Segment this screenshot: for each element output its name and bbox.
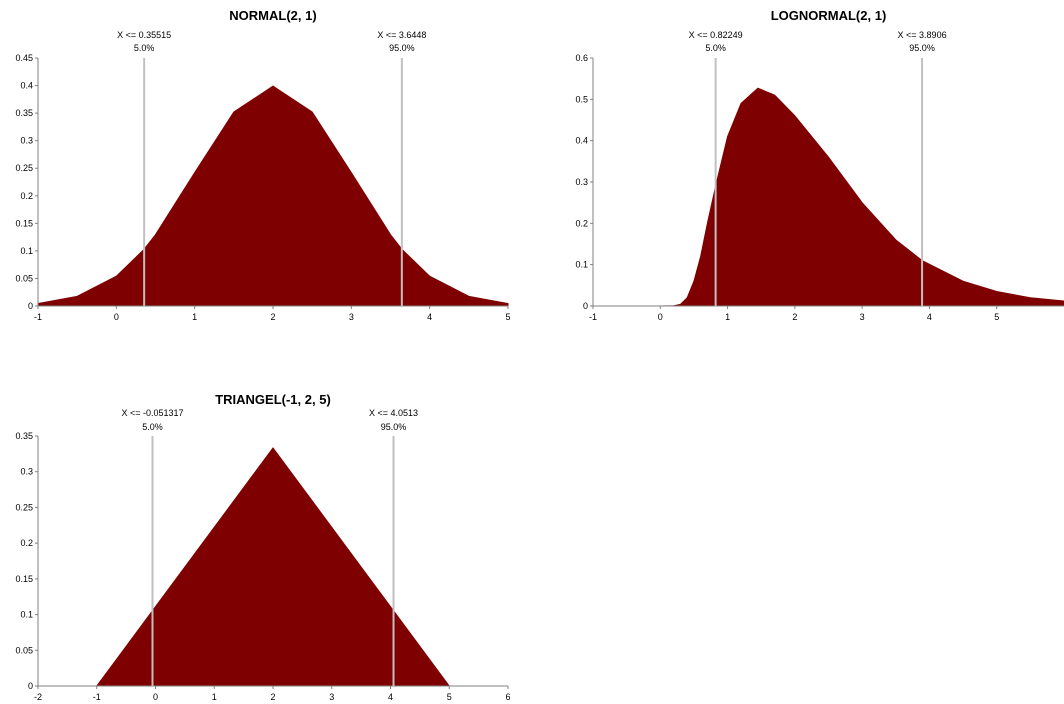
x-tick-label: 4	[388, 692, 393, 702]
y-tick-label: 0.5	[575, 94, 588, 104]
y-tick-label: 0	[28, 301, 33, 311]
y-tick-label: 0.2	[20, 538, 33, 548]
y-tick-label: 0.15	[15, 218, 33, 228]
y-tick-label: 0.1	[20, 246, 33, 256]
x-tick-label: 2	[270, 692, 275, 702]
y-tick-label: 0	[583, 301, 588, 311]
x-tick-label: 6	[505, 692, 510, 702]
y-tick-label: 0.25	[15, 502, 33, 512]
percentile-marker-pct: 95.0%	[381, 422, 407, 432]
y-tick-label: 0.2	[575, 218, 588, 228]
lognormal-chart: LOGNORMAL(2, 1)00.10.20.30.40.50.6-1 0 1 2 3…	[575, 8, 1064, 322]
x-tick-label: 3	[349, 312, 354, 322]
percentile-marker-label: X <= 3.8906	[898, 30, 947, 40]
chart-title: NORMAL(2, 1)	[229, 8, 316, 23]
y-tick-label: 0.05	[15, 645, 33, 655]
x-tick-label: 2	[792, 312, 797, 322]
x-tick-label: 5	[505, 312, 510, 322]
y-tick-label: 0.15	[15, 574, 33, 584]
percentile-marker-pct: 95.0%	[909, 43, 935, 53]
x-tick-label: -1	[93, 692, 101, 702]
y-tick-label: 0.35	[15, 431, 33, 441]
y-tick-label: 0.05	[15, 273, 33, 283]
x-tick-label: 0	[153, 692, 158, 702]
triangle-chart: TRIANGEL(-1, 2, 5) 0 0.05 0.1 0.15 0.2 0.25 0.3…	[15, 392, 510, 702]
percentile-marker-label: X <= 0.35515	[117, 30, 171, 40]
x-tick-label: 1	[725, 312, 730, 322]
x-tick-label: 1	[212, 692, 217, 702]
percentile-marker-pct: 5.0%	[705, 43, 726, 53]
y-tick-label: 0.25	[15, 163, 33, 173]
percentile-marker-label: X <= 0.82249	[689, 30, 743, 40]
x-tick-label: 4	[927, 312, 932, 322]
chart-title: TRIANGEL(-1, 2, 5)	[215, 392, 331, 407]
percentile-marker-pct: 5.0%	[142, 422, 163, 432]
x-tick-label: 0	[658, 312, 663, 322]
x-tick-label: 5	[447, 692, 452, 702]
x-tick-label: 3	[329, 692, 334, 702]
y-tick-label: 0.6	[575, 53, 588, 63]
percentile-marker-label: X <= -0.051317	[121, 408, 183, 418]
y-tick-label: 0.1	[575, 260, 588, 270]
y-tick-label: 0.1	[20, 610, 33, 620]
x-tick-label: 5	[994, 312, 999, 322]
x-tick-label: 4	[427, 312, 432, 322]
y-tick-label: 0.4	[575, 136, 588, 146]
x-tick-label: 2	[270, 312, 275, 322]
density-area	[593, 87, 1064, 307]
y-tick-label: 0.3	[20, 467, 33, 477]
y-tick-label: 0.3	[575, 177, 588, 187]
x-tick-label: 1	[192, 312, 197, 322]
y-tick-label: 0.45	[15, 53, 33, 63]
percentile-marker-pct: 5.0%	[134, 43, 155, 53]
x-tick-label: 3	[860, 312, 865, 322]
x-tick-label: 0	[114, 312, 119, 322]
y-tick-label: 0.3	[20, 136, 33, 146]
x-tick-label: -1	[589, 312, 597, 322]
y-tick-label: 0.35	[15, 108, 33, 118]
y-tick-label: 0	[28, 681, 33, 691]
normal-chart: NORMAL(2, 1) 0 0.05 0.1 0.15 0.2 0.25 0.3 0.35 0.…	[15, 8, 510, 322]
density-area	[37, 85, 509, 307]
percentile-marker-pct: 95.0%	[389, 43, 415, 53]
density-area	[38, 447, 508, 687]
y-tick-label: 0.2	[20, 191, 33, 201]
percentile-marker-label: X <= 3.6448	[377, 30, 426, 40]
chart-title: LOGNORMAL(2, 1)	[771, 8, 887, 23]
y-tick-label: 0.4	[20, 81, 33, 91]
percentile-marker-label: X <= 4.0513	[369, 408, 418, 418]
x-tick-label: -1	[34, 312, 42, 322]
x-tick-label: -2	[34, 692, 42, 702]
